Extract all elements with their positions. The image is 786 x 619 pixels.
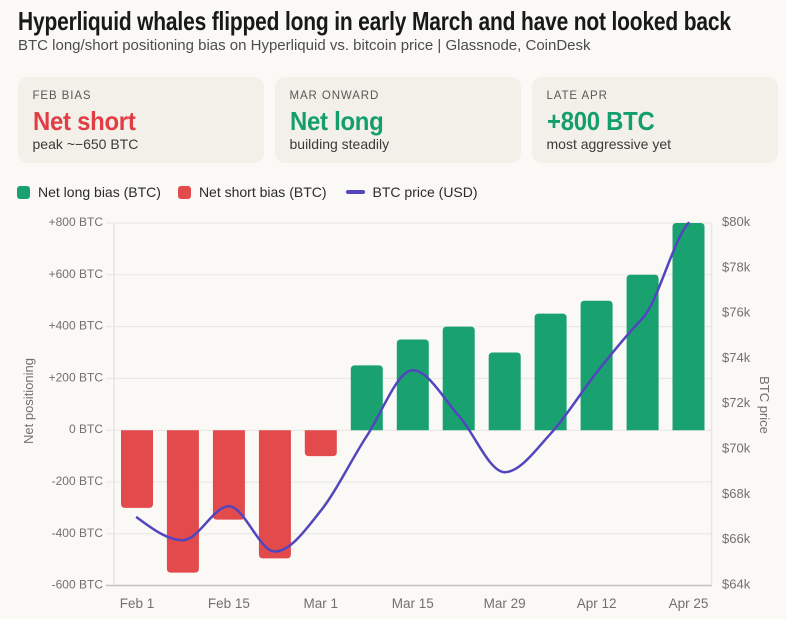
svg-text:Net positioning: Net positioning xyxy=(21,358,36,444)
svg-text:Apr 25: Apr 25 xyxy=(669,596,709,611)
svg-text:$74k: $74k xyxy=(722,350,751,365)
svg-text:+800 BTC: +800 BTC xyxy=(49,215,104,229)
svg-text:Mar 1: Mar 1 xyxy=(304,596,339,611)
svg-text:$64k: $64k xyxy=(722,577,751,592)
svg-text:$80k: $80k xyxy=(722,214,751,229)
svg-text:Feb 1: Feb 1 xyxy=(120,596,155,611)
svg-text:BTC price: BTC price xyxy=(757,376,772,434)
svg-text:Mar 15: Mar 15 xyxy=(392,596,434,611)
svg-text:$68k: $68k xyxy=(722,486,751,501)
svg-text:$70k: $70k xyxy=(722,441,751,456)
svg-text:0 BTC: 0 BTC xyxy=(69,422,103,436)
svg-text:+200 BTC: +200 BTC xyxy=(49,370,104,384)
svg-text:+400 BTC: +400 BTC xyxy=(49,319,104,333)
svg-text:$78k: $78k xyxy=(722,259,751,274)
svg-text:$72k: $72k xyxy=(722,395,751,410)
svg-text:Feb 15: Feb 15 xyxy=(208,596,250,611)
svg-text:$66k: $66k xyxy=(722,531,751,546)
svg-text:-600 BTC: -600 BTC xyxy=(52,578,104,592)
svg-text:-200 BTC: -200 BTC xyxy=(52,474,104,488)
svg-text:$76k: $76k xyxy=(722,305,751,320)
svg-text:Mar 29: Mar 29 xyxy=(484,596,526,611)
svg-text:Apr 12: Apr 12 xyxy=(577,596,617,611)
svg-text:-400 BTC: -400 BTC xyxy=(52,526,104,540)
svg-text:+600 BTC: +600 BTC xyxy=(49,267,104,281)
